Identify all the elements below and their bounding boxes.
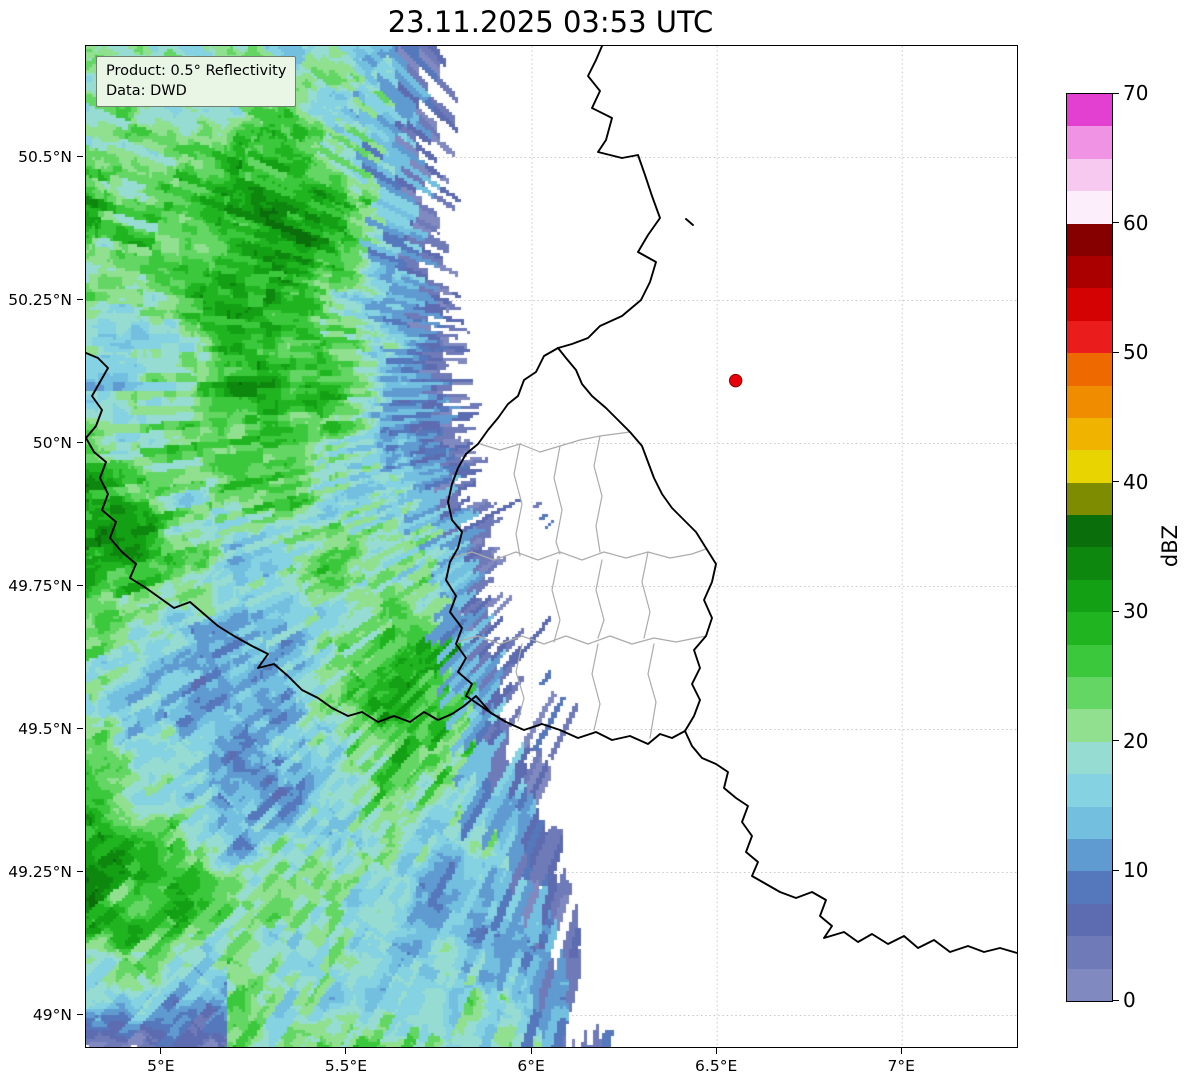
y-axis-tick-label: 50.5°N — [18, 147, 72, 166]
colorbar-segment — [1067, 482, 1112, 516]
colorbar-tickmark — [1113, 481, 1119, 483]
country-border-vennbahn — [685, 218, 694, 226]
colorbar-segment — [1067, 547, 1112, 580]
colorbar-tickmark — [1113, 92, 1119, 94]
colorbar-tick-label: 60 — [1123, 210, 1149, 235]
colorbar-segment — [1067, 579, 1112, 613]
x-axis-tickmark — [900, 1048, 902, 1054]
colorbar-segment — [1067, 515, 1112, 548]
canton-border — [449, 548, 707, 561]
y-axis-tickmark — [77, 442, 83, 444]
canton-border — [595, 559, 605, 639]
canton-border — [513, 443, 523, 557]
colorbar-tick-label: 20 — [1123, 728, 1149, 753]
y-axis-tick-label: 49°N — [32, 1005, 72, 1024]
radar-site-marker — [728, 373, 743, 388]
colorbar-tick-label: 30 — [1123, 599, 1149, 624]
colorbar-tickmark — [1113, 999, 1119, 1001]
colorbar-tick-label: 10 — [1123, 858, 1149, 883]
colorbar-segment — [1067, 968, 1112, 1001]
y-axis-tick-label: 50.25°N — [8, 290, 72, 309]
colorbar-segment — [1067, 677, 1112, 710]
colorbar-tick-label: 0 — [1123, 988, 1136, 1012]
x-axis-tickmark — [345, 1048, 347, 1054]
canton-border — [593, 435, 603, 553]
y-axis-tickmark — [77, 728, 83, 730]
colorbar-segment — [1067, 353, 1112, 386]
country-border-be_fr — [86, 352, 492, 723]
colorbar-segment — [1067, 838, 1112, 872]
y-axis-tick-label: 49.5°N — [18, 719, 72, 738]
product-info-box: Product: 0.5° Reflectivity Data: DWD — [96, 56, 297, 107]
colorbar-axis-label: dBZ — [1158, 524, 1182, 568]
product-label: Product: 0.5° Reflectivity — [106, 63, 287, 79]
canton-border — [455, 635, 707, 645]
figure-title: 23.11.2025 03:53 UTC — [387, 5, 714, 39]
colorbar-segment — [1067, 450, 1112, 483]
colorbar-tick-label: 40 — [1123, 469, 1149, 494]
colorbar-tick-label: 50 — [1123, 340, 1149, 365]
colorbar-segment — [1067, 385, 1112, 418]
colorbar-segment — [1067, 288, 1112, 321]
colorbar-tickmark — [1113, 740, 1119, 742]
canton-border — [551, 559, 561, 643]
country-border-lux_west — [445, 347, 559, 714]
canton-border — [647, 643, 657, 739]
colorbar-segment — [1067, 709, 1112, 742]
x-axis-tickmark — [530, 1048, 532, 1054]
x-axis-tick-label: 6°E — [517, 1057, 545, 1075]
colorbar-tick-label: 70 — [1123, 81, 1149, 105]
y-axis-tickmark — [77, 871, 83, 873]
country-border-lux_east — [557, 347, 717, 732]
x-axis-tick-label: 6.5°E — [695, 1057, 738, 1075]
canton-border — [591, 643, 601, 731]
y-axis-tickmark — [77, 585, 83, 587]
data-source-label: Data: DWD — [106, 83, 187, 99]
country-border-be_de — [557, 46, 661, 349]
y-axis-tick-label: 50°N — [32, 433, 72, 452]
radar-echo-layer — [86, 46, 1017, 1047]
y-axis-tickmark — [77, 156, 83, 158]
borders-layer — [86, 46, 1017, 954]
colorbar-segment — [1067, 223, 1112, 256]
x-axis-tickmark — [715, 1048, 717, 1054]
x-axis-tick-label: 5.5°E — [324, 1057, 368, 1075]
y-axis-tick-label: 49.25°N — [8, 862, 72, 881]
y-axis-tickmark — [77, 299, 83, 301]
colorbar — [1066, 93, 1113, 1002]
colorbar-segment — [1067, 612, 1112, 645]
y-axis-tick-label: 49.75°N — [8, 576, 72, 595]
country-border-fr_de — [684, 730, 1017, 954]
colorbar-segment — [1067, 158, 1112, 192]
colorbar-tickmark — [1113, 610, 1119, 612]
colorbar-segment — [1067, 417, 1112, 451]
colorbar-tickmark — [1113, 222, 1119, 224]
x-axis-tick-label: 5°E — [147, 1057, 175, 1075]
colorbar-tickmark — [1113, 869, 1119, 871]
colorbar-segment — [1067, 806, 1112, 839]
colorbar-segment — [1067, 871, 1112, 904]
colorbar-segment — [1067, 936, 1112, 969]
colorbar-segment — [1067, 126, 1112, 159]
canton-border — [515, 643, 525, 722]
colorbar-segment — [1067, 903, 1112, 937]
colorbar-tickmark — [1113, 351, 1119, 353]
colorbar-segment — [1067, 741, 1112, 775]
colorbar-segment — [1067, 94, 1112, 127]
country-border-lux_south — [490, 712, 686, 745]
canton-border — [553, 445, 563, 555]
canton-border — [479, 431, 631, 453]
x-axis-tickmark — [160, 1048, 162, 1054]
colorbar-segment — [1067, 644, 1112, 678]
canton-border — [641, 551, 651, 639]
colorbar-segment — [1067, 320, 1112, 354]
map-axes: Product: 0.5° Reflectivity Data: DWD — [85, 45, 1018, 1048]
colorbar-segment — [1067, 191, 1112, 224]
y-axis-tickmark — [77, 1014, 83, 1016]
colorbar-segment — [1067, 255, 1112, 289]
colorbar-segment — [1067, 774, 1112, 807]
x-axis-tick-label: 7°E — [887, 1057, 915, 1075]
